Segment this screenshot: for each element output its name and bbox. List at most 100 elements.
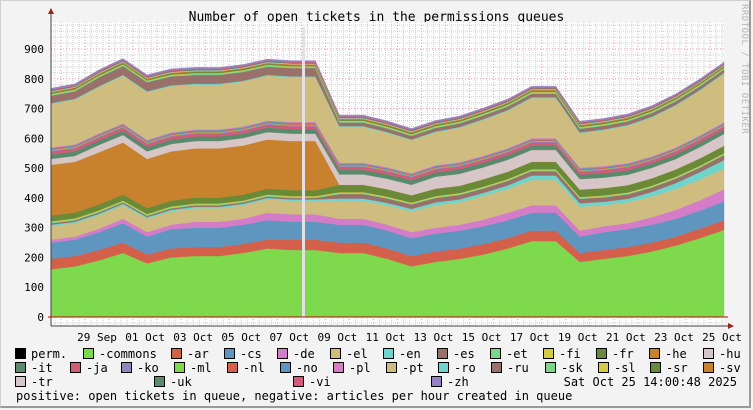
legend-item-sr: -sr: [650, 362, 688, 375]
legend-label: -es: [453, 347, 475, 361]
x-tick-label: 07 Oct: [269, 331, 309, 344]
legend-swatch: [649, 348, 660, 359]
legend-item-pl: -pl: [333, 362, 371, 375]
legend-swatch: [491, 362, 502, 373]
legend-label: -en: [399, 347, 421, 361]
legend-swatch: [154, 376, 165, 387]
data-gap: [302, 27, 305, 317]
legend-label: -sk: [561, 361, 583, 375]
y-tick-label: 700: [24, 103, 44, 116]
legend-item-sk: -sk: [545, 362, 583, 375]
legend-item-it: -it: [15, 362, 53, 375]
y-tick-label: 100: [24, 281, 44, 294]
legend-item-es: -es: [437, 348, 475, 361]
x-tick-label: 23 Oct: [654, 331, 694, 344]
legend-swatch: [650, 362, 661, 373]
y-tick-label: 600: [24, 132, 44, 145]
legend-label: -nl: [243, 361, 265, 375]
legend-swatch: [171, 348, 182, 359]
x-axis-arrow-icon: [728, 323, 734, 329]
legend-item-he: -he: [649, 348, 687, 361]
legend-label: -cs: [240, 347, 262, 361]
legend-label: -pt: [402, 361, 424, 375]
legend-label: -sl: [614, 361, 636, 375]
legend-swatch: [596, 348, 607, 359]
legend-label: -uk: [170, 375, 192, 389]
x-tick-label: 15 Oct: [462, 331, 502, 344]
x-tick-label: 13 Oct: [414, 331, 454, 344]
legend-item-perm: perm.: [15, 348, 67, 361]
legend-label: -et: [506, 347, 528, 361]
x-tick-label: 05 Oct: [221, 331, 261, 344]
legend-label: -sr: [666, 361, 688, 375]
legend-swatch: [703, 362, 714, 373]
legend-label: -ru: [507, 361, 529, 375]
legend-label: -fi: [559, 347, 581, 361]
legend-label: -ro: [454, 361, 476, 375]
x-tick-label: 01 Oct: [125, 331, 165, 344]
legend-swatch: [386, 362, 397, 373]
legend-item-el: -el: [330, 348, 368, 361]
y-tick-label: 300: [24, 222, 44, 235]
legend-swatch: [15, 348, 26, 359]
legend-label: perm.: [31, 347, 68, 361]
legend-swatch: [545, 362, 556, 373]
legend-label: -ko: [137, 361, 159, 375]
legend-swatch: [70, 362, 81, 373]
legend-swatch: [224, 348, 235, 359]
x-tick-label: 25 Oct: [702, 331, 742, 344]
legend-item-ro: -ro: [438, 362, 476, 375]
legend-label: -el: [346, 347, 368, 361]
watermark: RRDTOOL / TOBI OETIKER: [739, 4, 749, 135]
legend-swatch: [15, 362, 26, 373]
x-tick-label: 03 Oct: [173, 331, 213, 344]
legend-item-pt: -pt: [386, 362, 424, 375]
legend-swatch: [174, 362, 185, 373]
legend-label: -de: [293, 347, 315, 361]
legend-item-et: -et: [490, 348, 528, 361]
legend-item-nl: -nl: [227, 362, 265, 375]
legend-label: -pl: [349, 361, 371, 375]
legend-label: -zh: [447, 375, 469, 389]
y-axis-arrow-icon: [48, 8, 54, 14]
legend-swatch: [438, 362, 449, 373]
legend-item-sl: -sl: [598, 362, 636, 375]
x-tick-label: 09 Oct: [318, 331, 358, 344]
legend-item-ml: -ml: [174, 362, 212, 375]
legend-swatch: [543, 348, 554, 359]
x-tick-label: 17 Oct: [510, 331, 550, 344]
x-tick-label: 11 Oct: [366, 331, 406, 344]
legend-label: -vi: [309, 375, 331, 389]
y-tick-label: 0: [37, 311, 44, 324]
legend-swatch: [490, 348, 501, 359]
legend-item-ar: -ar: [171, 348, 209, 361]
legend-item-de: -de: [277, 348, 315, 361]
legend-swatch: [227, 362, 238, 373]
legend-item-tr: -tr: [15, 376, 53, 389]
legend-swatch: [383, 348, 394, 359]
timestamp: Sat Oct 25 14:00:48 2025: [563, 375, 737, 389]
y-tick-label: 200: [24, 251, 44, 264]
legend-label: -commons: [99, 347, 157, 361]
legend-swatch: [121, 362, 132, 373]
legend-label: -ml: [190, 361, 212, 375]
legend-swatch: [293, 376, 304, 387]
legend-item-fi: -fi: [543, 348, 581, 361]
legend-swatch: [431, 376, 442, 387]
legend-label: -fr: [612, 347, 634, 361]
legend-label: -tr: [31, 375, 53, 389]
legend-label: -it: [31, 361, 53, 375]
legend-item-en: -en: [383, 348, 421, 361]
legend-item-hu: -hu: [703, 348, 741, 361]
legend-label: -ja: [86, 361, 108, 375]
legend-item-fr: -fr: [596, 348, 634, 361]
legend-item-zh: -zh: [431, 376, 469, 389]
x-tick-label: 21 Oct: [606, 331, 646, 344]
x-tick-label: 19 Oct: [558, 331, 598, 344]
legend-label: -ar: [187, 347, 209, 361]
legend-swatch: [280, 362, 291, 373]
legend-label: -hu: [719, 347, 741, 361]
legend-swatch: [330, 348, 341, 359]
